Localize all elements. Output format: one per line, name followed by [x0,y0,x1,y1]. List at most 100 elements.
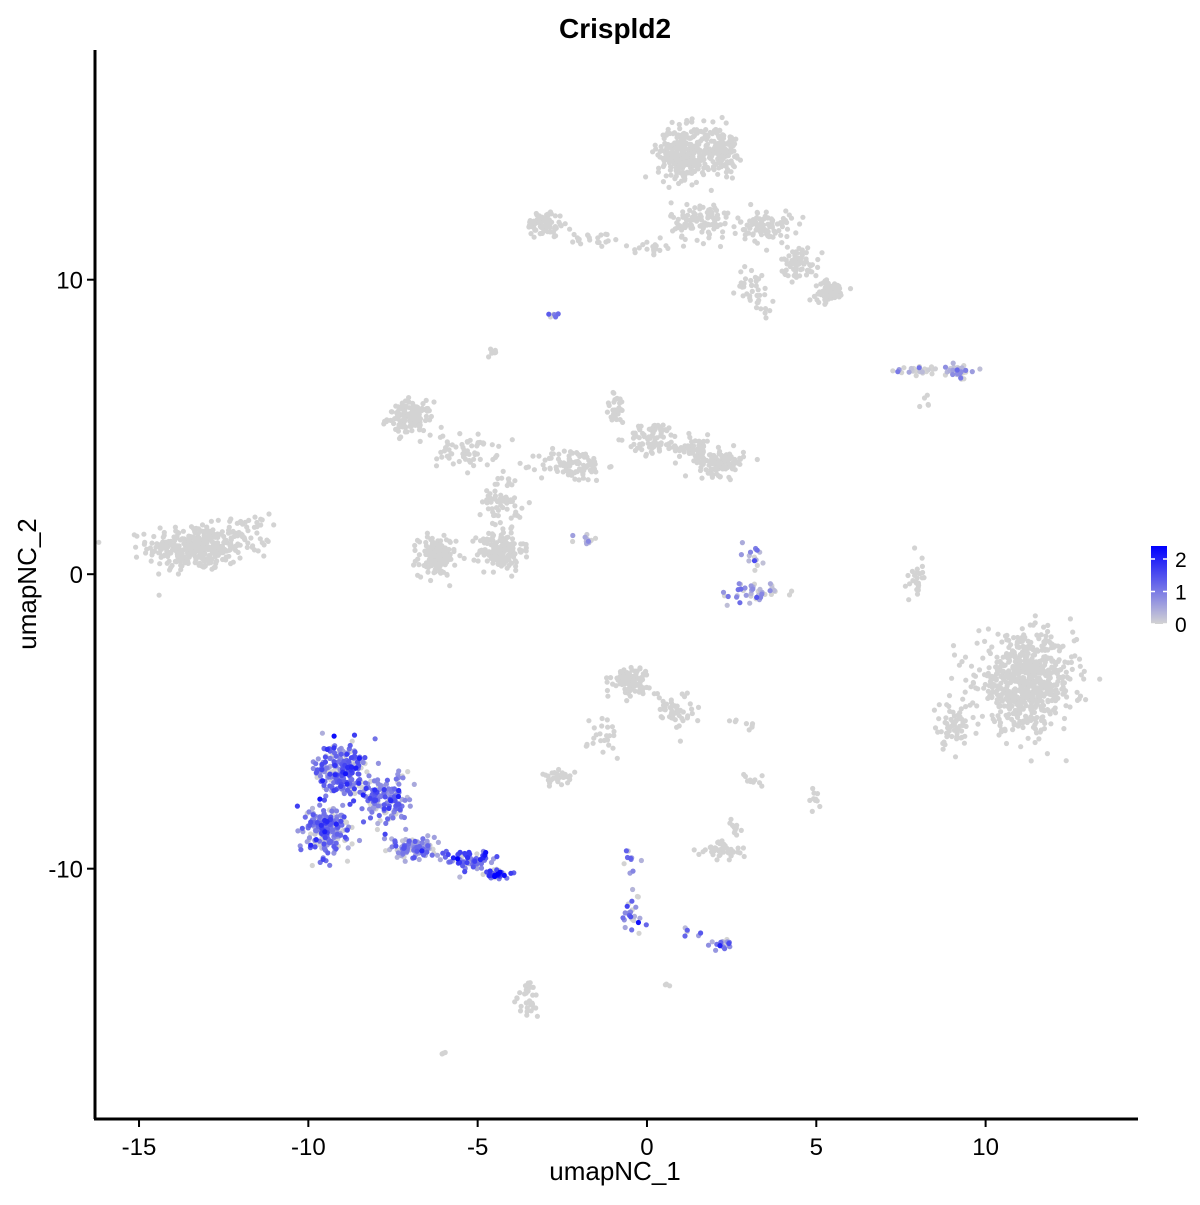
cell-point [440,850,446,856]
cell-point [489,531,495,537]
cell-point [805,267,811,274]
cell-point [483,849,489,856]
cell-point [973,730,979,736]
cell-point [213,559,219,565]
cell-point [666,425,672,431]
cell-point [1030,690,1036,696]
cell-point [412,558,418,564]
cell-point [547,780,553,786]
cell-point [1076,656,1083,662]
cell-point [949,723,955,729]
cell-point [680,209,686,215]
cell-point [453,444,459,450]
cell-point [954,367,960,373]
cell-point [662,982,669,988]
cell-point [424,534,430,540]
cell-point [321,808,327,814]
cell-point [682,473,689,479]
cell-point [796,255,802,261]
cell-point [500,468,506,474]
cell-point [688,222,694,228]
cell-point [715,171,721,177]
cell-point [319,730,325,736]
cell-point [1002,726,1008,732]
cell-point [692,438,698,444]
cell-point [717,243,724,250]
cell-point [459,441,465,448]
cell-point [299,825,305,831]
cell-point [657,426,664,432]
cell-point [687,434,693,440]
cell-point [847,286,854,292]
cell-point [945,732,951,738]
cell-point [815,291,821,297]
points-layer [96,114,1103,1057]
cell-point [644,246,650,252]
cell-point [719,132,726,138]
cell-point [526,500,532,506]
cell-point [940,746,946,752]
cell-point [1036,736,1042,742]
cell-point [396,781,402,787]
cell-point [425,843,431,849]
cell-point [397,807,403,813]
cell-point [669,154,675,160]
cell-point [207,552,213,559]
cell-point [660,698,666,704]
cell-point [327,783,333,789]
cell-point [789,279,795,285]
cell-point [401,814,407,821]
cell-point [637,441,643,447]
cell-point [667,150,674,156]
cell-point [175,553,181,559]
cell-point [399,400,405,406]
cell-point [575,238,582,244]
cell-point [759,218,765,225]
cell-point [1045,707,1051,713]
cell-point [710,159,716,165]
cell-point [742,264,748,270]
cell-point [1023,702,1029,709]
cell-point [437,547,443,553]
cell-point [628,444,634,450]
y-tick-label: 0 [70,562,83,589]
cell-point [356,755,362,761]
cell-point [623,848,630,854]
cell-point [736,581,742,587]
cell-point [1081,676,1087,682]
cell-point [690,134,696,140]
cell-point [593,732,599,738]
cell-point [752,567,758,573]
cell-point [581,454,588,460]
cell-point [734,594,740,600]
cell-point [172,524,178,530]
cell-point [167,567,173,573]
cell-point [689,119,695,125]
cell-point [570,532,576,539]
cell-point [504,506,510,512]
cell-point [496,443,502,449]
cell-point [620,915,626,921]
cell-point [614,755,620,761]
cell-point [254,519,260,526]
cell-point [820,288,826,294]
cell-point [994,670,1001,676]
cell-point [485,506,491,512]
cell-point [731,290,737,296]
cell-point [1055,643,1061,649]
cell-point [1025,666,1031,672]
cell-point [826,287,833,293]
cell-point [1060,691,1066,697]
cell-point [395,428,401,434]
cell-point [1005,674,1012,680]
cell-point [479,547,485,553]
cell-point [556,451,562,457]
cell-point [498,502,504,508]
cell-point [324,819,330,825]
cell-point [719,234,726,240]
cell-point [599,243,605,249]
cell-point [1055,678,1061,685]
cell-point [710,852,716,858]
cell-point [598,232,604,238]
cell-point [759,773,765,779]
